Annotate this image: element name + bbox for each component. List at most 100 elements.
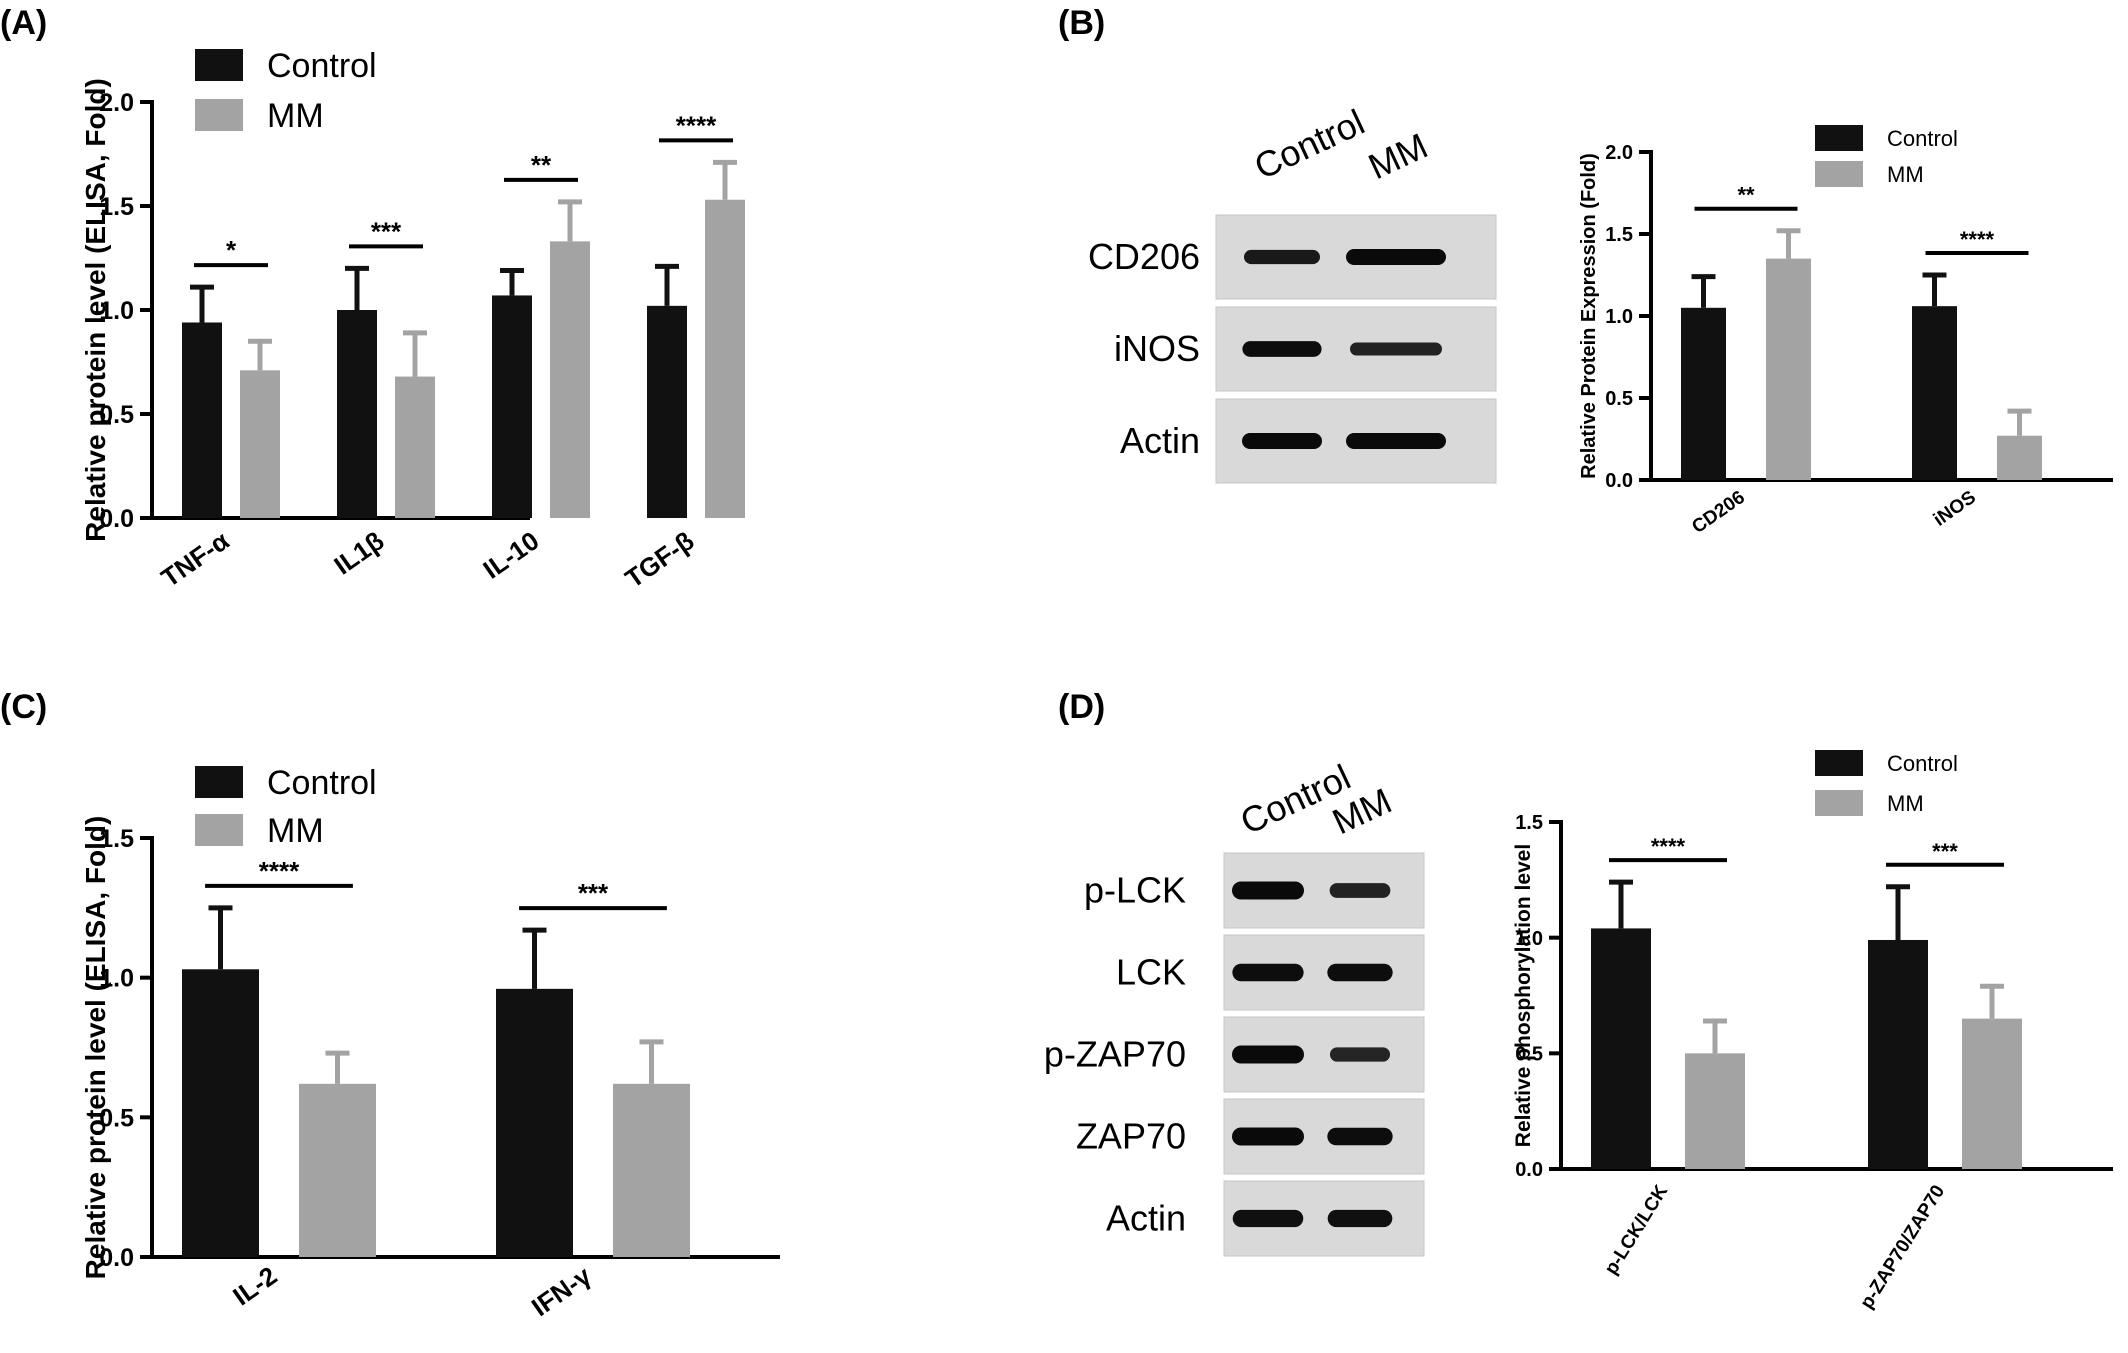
legend-label-control: Control <box>267 764 377 802</box>
blot-band <box>1346 249 1446 265</box>
y-axis-label: Relative phosphorylation level <box>1512 844 1535 1147</box>
bar-mm-2 <box>550 241 590 519</box>
panel-label-d: (D) <box>1058 688 1105 726</box>
significance-mark: *** <box>1932 839 1958 864</box>
y-axis-label: Relative protein level (ELISA, Fold) <box>80 78 111 542</box>
bar-control-3 <box>647 305 687 518</box>
blot-band <box>1327 1209 1393 1228</box>
bar-control-0 <box>182 969 259 1257</box>
category-label: TNF-α <box>156 525 235 593</box>
significance-mark: **** <box>676 110 717 140</box>
blot-row-label: p-ZAP70 <box>1044 1034 1186 1075</box>
blot-band <box>1232 963 1304 982</box>
legend-swatch-control <box>1815 125 1863 151</box>
significance-mark: ** <box>1737 183 1755 208</box>
lane-label: MM <box>1362 125 1434 188</box>
blot-band <box>1244 249 1320 265</box>
significance-mark: **** <box>1651 834 1686 859</box>
category-label: p-ZAP70/ZAP70 <box>1856 1182 1949 1313</box>
legend-label-mm: MM <box>1887 791 1924 816</box>
blot-band <box>1232 1209 1304 1228</box>
significance-mark: *** <box>371 216 402 246</box>
category-label: IL-10 <box>478 525 545 584</box>
y-tick-label: 0.0 <box>99 1244 134 1272</box>
significance-mark: *** <box>578 878 609 908</box>
bar-control-1 <box>1912 306 1957 480</box>
y-tick-label: 0.0 <box>1515 1159 1543 1181</box>
blot-band <box>1327 963 1393 982</box>
blot-band <box>1232 1045 1304 1064</box>
y-axis-label: Relative Protein Expression (Fold) <box>1578 153 1600 479</box>
legend-swatch-mm <box>195 99 243 131</box>
bar-control-0 <box>182 322 222 518</box>
bar-mm-3 <box>705 199 745 518</box>
blot-row-label: Actin <box>1120 420 1200 461</box>
bar-mm-1 <box>1962 1018 2022 1169</box>
blot-row-label: LCK <box>1116 952 1186 993</box>
y-tick-label: 1.5 <box>99 193 134 221</box>
significance-mark: ** <box>531 150 552 180</box>
bar-control-2 <box>492 295 532 518</box>
panel-label-a: (A) <box>0 4 47 42</box>
y-tick-label: 0.0 <box>99 505 134 533</box>
y-tick-label: 0.5 <box>1605 388 1633 410</box>
bar-mm-0 <box>1685 1053 1745 1169</box>
bar-mm-1 <box>1997 435 2042 480</box>
y-tick-label: 1.5 <box>1605 224 1633 246</box>
y-tick-label: 2.0 <box>1605 142 1633 164</box>
blot-band <box>1329 1047 1391 1062</box>
bar-mm-1 <box>395 376 435 518</box>
legend-swatch-control <box>195 766 243 798</box>
bar-control-0 <box>1681 307 1726 480</box>
category-label: CD206 <box>1688 487 1749 538</box>
legend-swatch-control <box>1815 750 1863 776</box>
category-label: p-LCK/LCK <box>1601 1181 1673 1278</box>
y-tick-label: 0.5 <box>99 1104 134 1132</box>
chart-d: 0.0 0.5 1.0 1.5 Relative phosphorylation lev… <box>1512 750 2113 1313</box>
blot-row-label: p-LCK <box>1084 870 1186 911</box>
blot-band <box>1232 881 1304 900</box>
significance-mark: * <box>226 235 237 265</box>
y-tick-label: 0.5 <box>1515 1044 1543 1066</box>
panel-label-c: (C) <box>0 688 47 726</box>
blot-row-label: Actin <box>1106 1198 1186 1239</box>
blot-band <box>1329 883 1391 898</box>
y-tick-label: 2.0 <box>99 89 134 117</box>
bar-mm-0 <box>299 1083 376 1257</box>
blot-row-label: iNOS <box>1114 328 1200 369</box>
y-tick-label: 1.0 <box>99 965 134 993</box>
legend-swatch-mm <box>1815 790 1863 816</box>
legend-label-control: Control <box>267 47 377 85</box>
y-tick-label: 0.0 <box>1605 470 1633 492</box>
blot-band <box>1242 341 1322 357</box>
legend-label-control: Control <box>1887 126 1958 151</box>
bar-mm-1 <box>613 1083 690 1257</box>
legend-label-mm: MM <box>267 812 324 850</box>
bar-control-1 <box>496 988 573 1257</box>
category-label: IFN-γ <box>526 1260 597 1322</box>
bar-mm-0 <box>1766 258 1811 480</box>
blot-band <box>1242 433 1322 449</box>
y-tick-label: 1.0 <box>99 297 134 325</box>
blot-band <box>1350 342 1442 356</box>
bar-control-1 <box>1868 939 1928 1169</box>
significance-mark: **** <box>1960 227 1995 252</box>
lane-label: Control <box>1248 101 1371 187</box>
legend-swatch-mm <box>195 814 243 846</box>
blot-row-label: ZAP70 <box>1076 1116 1186 1157</box>
bar-mm-0 <box>240 370 280 518</box>
y-tick-label: 1.0 <box>1605 306 1633 328</box>
category-label: IL1β <box>328 525 389 580</box>
category-label: IL-2 <box>227 1260 282 1311</box>
bar-control-1 <box>337 310 377 518</box>
legend-swatch-mm <box>1815 161 1863 187</box>
y-axis-label: Relative protein level (ELISA, Fold) <box>80 816 111 1280</box>
y-tick-label: 1.5 <box>99 825 134 853</box>
significance-mark: **** <box>259 856 300 886</box>
